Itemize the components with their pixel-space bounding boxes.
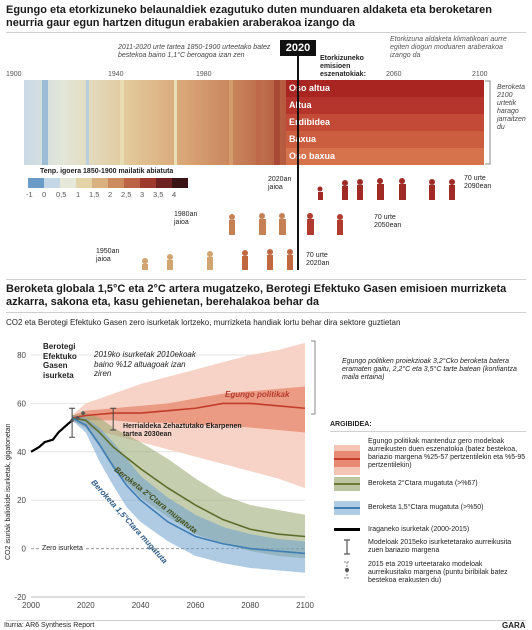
x-tick-label: 2020 bbox=[77, 601, 95, 610]
legend-text-past: Iraganeko isurketak (2000-2015) bbox=[368, 526, 470, 533]
legend-swatch-past bbox=[334, 528, 360, 531]
right-note: Beroketa 2100 urtetik harago jarraitzen … bbox=[497, 84, 526, 131]
cb-tick-8: 3,5 bbox=[153, 190, 164, 199]
ann-ndc-range: Herrialdeka Zehaztutako Ekarpenen tartea… bbox=[123, 423, 242, 438]
legend-text-current: Egungo politikak mantenduz gero modeloak… bbox=[368, 438, 526, 469]
age-1950: 70 urte 2020an bbox=[306, 252, 330, 267]
legend-text-range: Modeloak 2015eko isurketetarako aurreiku… bbox=[368, 539, 512, 554]
y-tick-label: -20 bbox=[14, 593, 26, 602]
x-tick-label: 2100 bbox=[296, 601, 314, 610]
legend-text-dots: 2015 eta 2019 urteetarako modeloak aurre… bbox=[368, 561, 508, 584]
cb-tick-3: 1 bbox=[76, 190, 81, 199]
current-year-badge: 2020 bbox=[280, 40, 316, 56]
year-2020-line bbox=[297, 56, 299, 270]
legend-swatch-range bbox=[344, 539, 350, 555]
temperature-stripes bbox=[24, 80, 286, 165]
y-tick-label: 80 bbox=[17, 351, 26, 360]
ann-2019: 2019ko isurketak 2010ekoak baino %12 alt… bbox=[94, 350, 196, 378]
range-ndc-2030 bbox=[110, 407, 117, 431]
y-tick-label: 0 bbox=[22, 545, 27, 554]
brand-logo: GARA bbox=[502, 621, 526, 630]
year-2060: 2060 bbox=[386, 71, 402, 78]
band-2c bbox=[72, 413, 305, 559]
cb-tick-9: 4 bbox=[172, 190, 177, 199]
cb-tick-6: 2,5 bbox=[121, 190, 132, 199]
x-tick-label: 2040 bbox=[132, 601, 150, 610]
born-2020: 2020an jaioa bbox=[268, 176, 292, 191]
year-1940: 1940 bbox=[108, 71, 124, 78]
age-2020: 70 urte 2090ean bbox=[464, 175, 492, 190]
colorbar-title: Tenp. igoera 1850-1900 mailatik abiatuta bbox=[40, 168, 174, 175]
section2-title: Beroketa globala 1,5°C eta 2°C artera mu… bbox=[6, 283, 507, 308]
point-2015-2019 bbox=[70, 418, 74, 423]
scenario-intermediate: Erdibidea bbox=[286, 114, 484, 131]
scenario-very-low: Oso baxua bbox=[286, 148, 484, 165]
x-tick-label: 2000 bbox=[22, 601, 40, 610]
ann-projection: Egungo politiken proiekzioak 3,2°Cko ber… bbox=[342, 358, 517, 381]
cb-tick-7: 3 bbox=[140, 190, 145, 199]
scenario-high: Altua bbox=[286, 97, 484, 114]
scenario-label: Etorkizuneko emisioen eszenatokiak: bbox=[320, 55, 366, 78]
future-note: Etorkizuna aldaketa klimatikoari aurre e… bbox=[390, 36, 507, 59]
cb-tick-0: -1 bbox=[26, 190, 33, 199]
born-1950: 1950an jaioa bbox=[96, 248, 120, 263]
x-tick-label: 2060 bbox=[187, 601, 205, 610]
legend-title: ARGIBIDEA: bbox=[330, 421, 372, 428]
colorbar-ticks: -1 0 0,5 1 1,5 2 2,5 3 3,5 4 bbox=[24, 190, 194, 200]
right-bracket bbox=[485, 80, 491, 165]
year-1900: 1900 bbox=[6, 71, 22, 78]
point-2015-2019 bbox=[81, 411, 85, 415]
cb-tick-4: 1,5 bbox=[89, 190, 100, 199]
label-current-policies: Egungo politikak bbox=[225, 390, 290, 399]
age-1980: 70 urte 2050ean bbox=[374, 214, 402, 229]
y-tick-label: 40 bbox=[17, 448, 26, 457]
zero-emissions-label: Zero isurketa bbox=[40, 545, 85, 553]
note-2011-2020: 2011-2020 urte tartea 1850-1900 urteetak… bbox=[118, 44, 271, 59]
legend: Egungo politikak mantenduz gero modeloak… bbox=[330, 435, 528, 595]
year-1980: 1980 bbox=[196, 71, 212, 78]
ann-ghg-emissions: Berotegi Efektuko Gasen isurketa bbox=[43, 342, 77, 380]
x-tick-label: 2080 bbox=[241, 601, 259, 610]
cb-tick-1: 0 bbox=[42, 190, 47, 199]
cb-tick-5: 2 bbox=[108, 190, 113, 199]
colorbar bbox=[28, 178, 188, 188]
projection-bracket bbox=[311, 340, 316, 415]
line-current-policies bbox=[71, 402, 306, 419]
line-15c bbox=[71, 417, 306, 555]
scenario-very-high: Oso altua bbox=[286, 80, 484, 97]
year-2100: 2100 bbox=[472, 71, 488, 78]
generations-illustration bbox=[135, 178, 460, 272]
y-tick-label: 60 bbox=[17, 399, 26, 408]
legend-swatch-dots bbox=[344, 561, 350, 579]
cb-tick-2: 0,5 bbox=[56, 190, 67, 199]
point-2015-2019 bbox=[75, 416, 80, 420]
born-1980: 1980an jaioa bbox=[174, 211, 198, 226]
source: Iturria: AR6 Synthesis Report bbox=[4, 622, 95, 629]
y-tick-label: 20 bbox=[17, 496, 26, 505]
band-15c bbox=[72, 415, 305, 573]
legend-text-15c: Beroketa 1,5°Ctara mugatuta (>%50) bbox=[368, 504, 484, 511]
y-axis-label: CO2 isuriak baliokide isurketak, gigaton… bbox=[5, 423, 12, 560]
section2-subtitle: CO2 eta Berotegi Efektuko Gasen zero isu… bbox=[6, 318, 401, 327]
section1-title: Egungo eta etorkizuneko belaunaldiek eza… bbox=[6, 4, 492, 29]
line-past-emissions bbox=[30, 419, 73, 453]
range-2015 bbox=[69, 407, 76, 438]
legend-text-2c: Beroketa 2°Ctara mugatuta (>%67) bbox=[368, 480, 478, 487]
line-2c bbox=[71, 417, 306, 538]
scenario-low: Baxua bbox=[286, 131, 484, 148]
